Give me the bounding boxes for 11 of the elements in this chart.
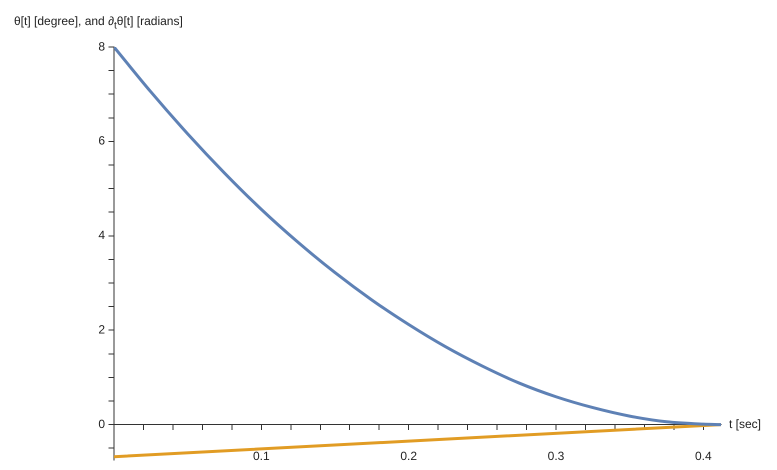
x-tick-label: 0.2 [400,449,418,464]
y-tick-label: 8 [98,39,106,54]
x-tick-label: 0.1 [252,449,270,464]
x-tick-label: 0.4 [694,449,712,464]
x-tick-label: 0.3 [548,449,565,464]
x-axis-title: t [sec] [729,416,762,431]
y-tick-label: 6 [98,134,106,148]
y-tick-label: 0 [98,416,106,431]
y-tick-label: 2 [98,322,106,337]
y-tick-label: 4 [98,228,106,242]
y-axis-title: θ[t] [degree], and ∂$_{t}$θ[t] [radians] [14,14,183,32]
